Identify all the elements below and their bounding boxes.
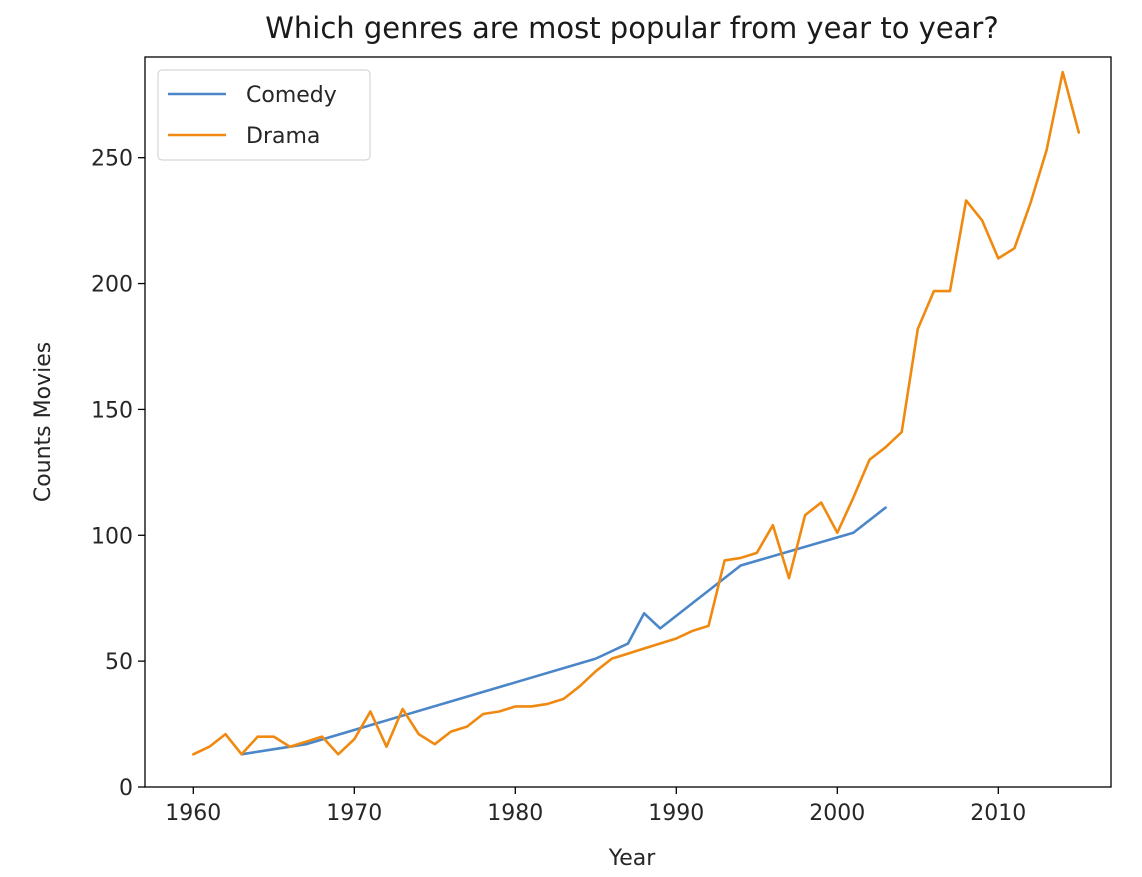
y-axis: 0 50 100 150 200 250 — [91, 147, 145, 801]
series-lines — [192, 70, 1081, 756]
series-line-drama — [192, 70, 1081, 756]
legend: Comedy Drama — [157, 69, 371, 161]
y-tick-label: 50 — [105, 650, 133, 675]
x-tick-label: 1960 — [165, 801, 221, 826]
y-tick-label: 150 — [91, 398, 133, 423]
x-tick-label: 2000 — [809, 801, 865, 826]
y-tick-label: 100 — [91, 524, 133, 549]
legend-label-comedy: Comedy — [246, 83, 337, 108]
y-axis-label: Counts Movies — [31, 342, 56, 502]
x-axis: 1960 1970 1980 1990 2000 2010 — [165, 787, 1026, 826]
legend-label-drama: Drama — [246, 124, 320, 149]
x-axis-label: Year — [608, 846, 657, 871]
x-tick-label: 1970 — [326, 801, 382, 826]
plot-frame — [144, 56, 1112, 788]
y-tick-label: 0 — [119, 776, 133, 801]
series-line-comedy — [240, 506, 887, 756]
x-tick-label: 1980 — [487, 801, 543, 826]
x-tick-label: 1990 — [648, 801, 704, 826]
y-tick-label: 250 — [91, 147, 133, 172]
chart-title: Which genres are most popular from year … — [265, 11, 999, 45]
y-tick-label: 200 — [91, 273, 133, 298]
legend-box — [157, 69, 371, 161]
x-tick-label: 2010 — [970, 801, 1026, 826]
